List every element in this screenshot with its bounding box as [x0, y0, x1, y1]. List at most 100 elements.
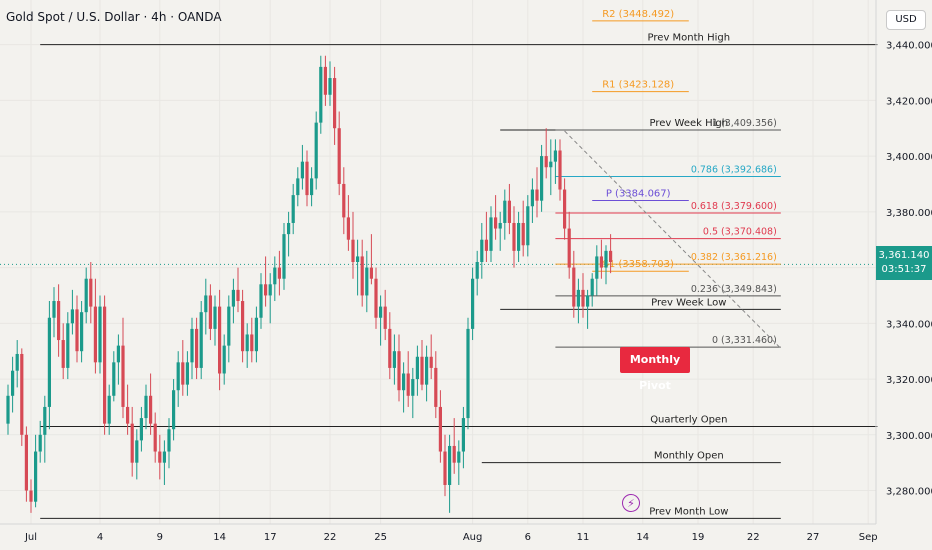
candle-body [609, 250, 613, 262]
level-label: Prev Month Low [649, 506, 728, 517]
candle-body [374, 278, 378, 318]
x-tick-label: 25 [374, 532, 387, 543]
candle-body [461, 418, 465, 452]
symbol-title[interactable]: Gold Spot / U.S. Dollar · 4h · OANDA [6, 10, 222, 24]
x-tick-label: 22 [324, 532, 337, 543]
candle-body [181, 362, 185, 385]
candle-body [158, 451, 162, 463]
x-tick-label: 17 [264, 532, 277, 543]
candle-body [489, 217, 493, 251]
candle-body [268, 284, 272, 296]
candle-body [135, 440, 139, 463]
candle-body [287, 222, 291, 235]
fibonacci-retracement[interactable]: 1 (3,409.356) 0.786 (3,392.686) 0.618 (3,3… [555, 118, 782, 349]
candle-body [517, 222, 521, 251]
x-tick-label: 9 [157, 532, 163, 543]
candle-body [558, 150, 562, 190]
candle-body [484, 239, 488, 251]
candle-body [66, 323, 70, 368]
candle-body [563, 189, 567, 229]
x-tick-label: 14 [636, 532, 649, 543]
candle-body [549, 161, 553, 168]
candle-body [15, 353, 19, 371]
candle-body [6, 395, 10, 424]
candle-body [139, 418, 143, 441]
candle-body [402, 373, 406, 391]
candle-body [581, 289, 585, 307]
candle-body [144, 395, 148, 419]
y-tick-label: 3,420.000 [886, 96, 932, 107]
y-tick-label: 3,280.000 [886, 487, 932, 498]
candle-body [328, 78, 332, 95]
candle-body [98, 306, 102, 363]
x-tick-label: 4 [97, 532, 103, 543]
fib-level-label: 1 (3,409.356) [712, 118, 777, 129]
candle-body [475, 262, 479, 279]
x-tick-label: 14 [213, 532, 226, 543]
candle-body [167, 429, 171, 452]
candle-body [310, 178, 314, 196]
candle-body [457, 451, 461, 463]
candle-body [121, 345, 125, 407]
candle-body [264, 284, 268, 296]
candle-body [365, 267, 369, 296]
candle-body [360, 256, 364, 296]
monthly-pivot-badge[interactable]: Monthly Pivot [620, 347, 690, 392]
candle-body [434, 367, 438, 407]
lightning-icon[interactable]: ⚡ [622, 494, 640, 512]
candle-body [392, 351, 396, 368]
grid [0, 0, 876, 524]
fib-level-label: 0.786 (3,392.686) [691, 164, 777, 175]
candle-body [379, 306, 383, 318]
candle-body [185, 362, 189, 385]
candle-body [61, 340, 65, 368]
candle-body [356, 256, 360, 262]
candle-body [107, 395, 111, 424]
current-price-tag: 3,361.140 03:51:37 [876, 246, 932, 280]
candle-body [130, 423, 134, 463]
candle-body [420, 356, 424, 385]
candle-body [84, 278, 88, 313]
candle-body [93, 306, 97, 363]
candle-body [20, 353, 24, 435]
candle-body [494, 217, 498, 229]
candle-body [291, 195, 295, 223]
candle-body [38, 434, 42, 452]
candle-body [544, 156, 548, 168]
candle-body [70, 309, 74, 324]
x-tick-label: 22 [747, 532, 760, 543]
x-tick-label: Aug [463, 532, 483, 543]
candle-body [282, 234, 286, 279]
candle-body [300, 161, 304, 179]
candle-body [218, 306, 222, 374]
y-tick-label: 3,400.000 [886, 152, 932, 163]
candle-body [231, 289, 235, 307]
candle-body [176, 362, 180, 391]
candle-body [337, 128, 341, 184]
candle-body [383, 306, 387, 329]
candle-body [24, 434, 28, 491]
current-price: 3,361.140 [878, 250, 930, 261]
candle-body [521, 222, 525, 246]
candle-body [208, 295, 212, 329]
candle-body [319, 66, 323, 123]
candle-body [586, 295, 590, 307]
candle-body [425, 356, 429, 385]
candle-body [448, 445, 452, 485]
level-label: R2 (3448.492) [602, 9, 674, 20]
candle-body [29, 490, 33, 502]
candle-body [466, 328, 470, 419]
candle-body [195, 328, 199, 368]
candle-body [452, 445, 456, 463]
candle-body [576, 289, 580, 307]
y-tick-label: 3,340.000 [886, 319, 932, 330]
candle-body [342, 183, 346, 218]
currency-button[interactable]: USD [886, 10, 926, 30]
candle-body [204, 295, 208, 313]
y-tick-label: 3,320.000 [886, 375, 932, 386]
candle-body [471, 278, 475, 329]
fib-trendline [564, 130, 782, 349]
candle-body [415, 356, 419, 380]
